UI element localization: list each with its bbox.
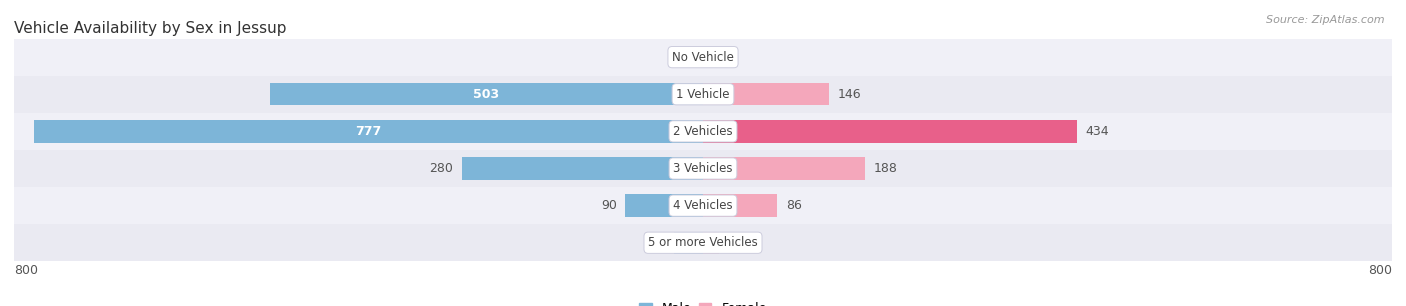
Text: 188: 188 [873, 162, 897, 175]
Text: 5 or more Vehicles: 5 or more Vehicles [648, 236, 758, 249]
Text: Source: ZipAtlas.com: Source: ZipAtlas.com [1267, 15, 1385, 25]
Text: 18: 18 [727, 236, 742, 249]
Text: 800: 800 [1368, 264, 1392, 277]
Text: 503: 503 [474, 88, 499, 101]
Bar [703, 232, 718, 254]
Text: 1 Vehicle: 1 Vehicle [676, 88, 730, 101]
Legend: Male, Female: Male, Female [634, 297, 772, 306]
Bar [14, 39, 1392, 76]
Text: 4 Vehicles: 4 Vehicles [673, 199, 733, 212]
Text: 0: 0 [713, 50, 721, 64]
Text: 90: 90 [600, 199, 617, 212]
Bar [14, 150, 1392, 187]
Text: 777: 777 [356, 125, 381, 138]
Bar [270, 83, 703, 105]
Bar [14, 224, 1392, 261]
Text: 0: 0 [685, 50, 693, 64]
Bar [14, 113, 1392, 150]
Text: 434: 434 [1085, 125, 1109, 138]
Bar [461, 157, 703, 180]
Text: No Vehicle: No Vehicle [672, 50, 734, 64]
Text: 280: 280 [429, 162, 453, 175]
Text: 800: 800 [14, 264, 38, 277]
Bar [703, 195, 778, 217]
Text: 146: 146 [838, 88, 860, 101]
Bar [703, 83, 828, 105]
Bar [14, 76, 1392, 113]
Bar [34, 120, 703, 143]
Text: Vehicle Availability by Sex in Jessup: Vehicle Availability by Sex in Jessup [14, 21, 287, 36]
Text: 2 Vehicles: 2 Vehicles [673, 125, 733, 138]
Text: 86: 86 [786, 199, 801, 212]
Bar [703, 120, 1077, 143]
Bar [626, 195, 703, 217]
Bar [14, 187, 1392, 224]
Bar [673, 232, 703, 254]
Bar [703, 157, 865, 180]
Text: 34: 34 [650, 236, 665, 249]
Text: 3 Vehicles: 3 Vehicles [673, 162, 733, 175]
